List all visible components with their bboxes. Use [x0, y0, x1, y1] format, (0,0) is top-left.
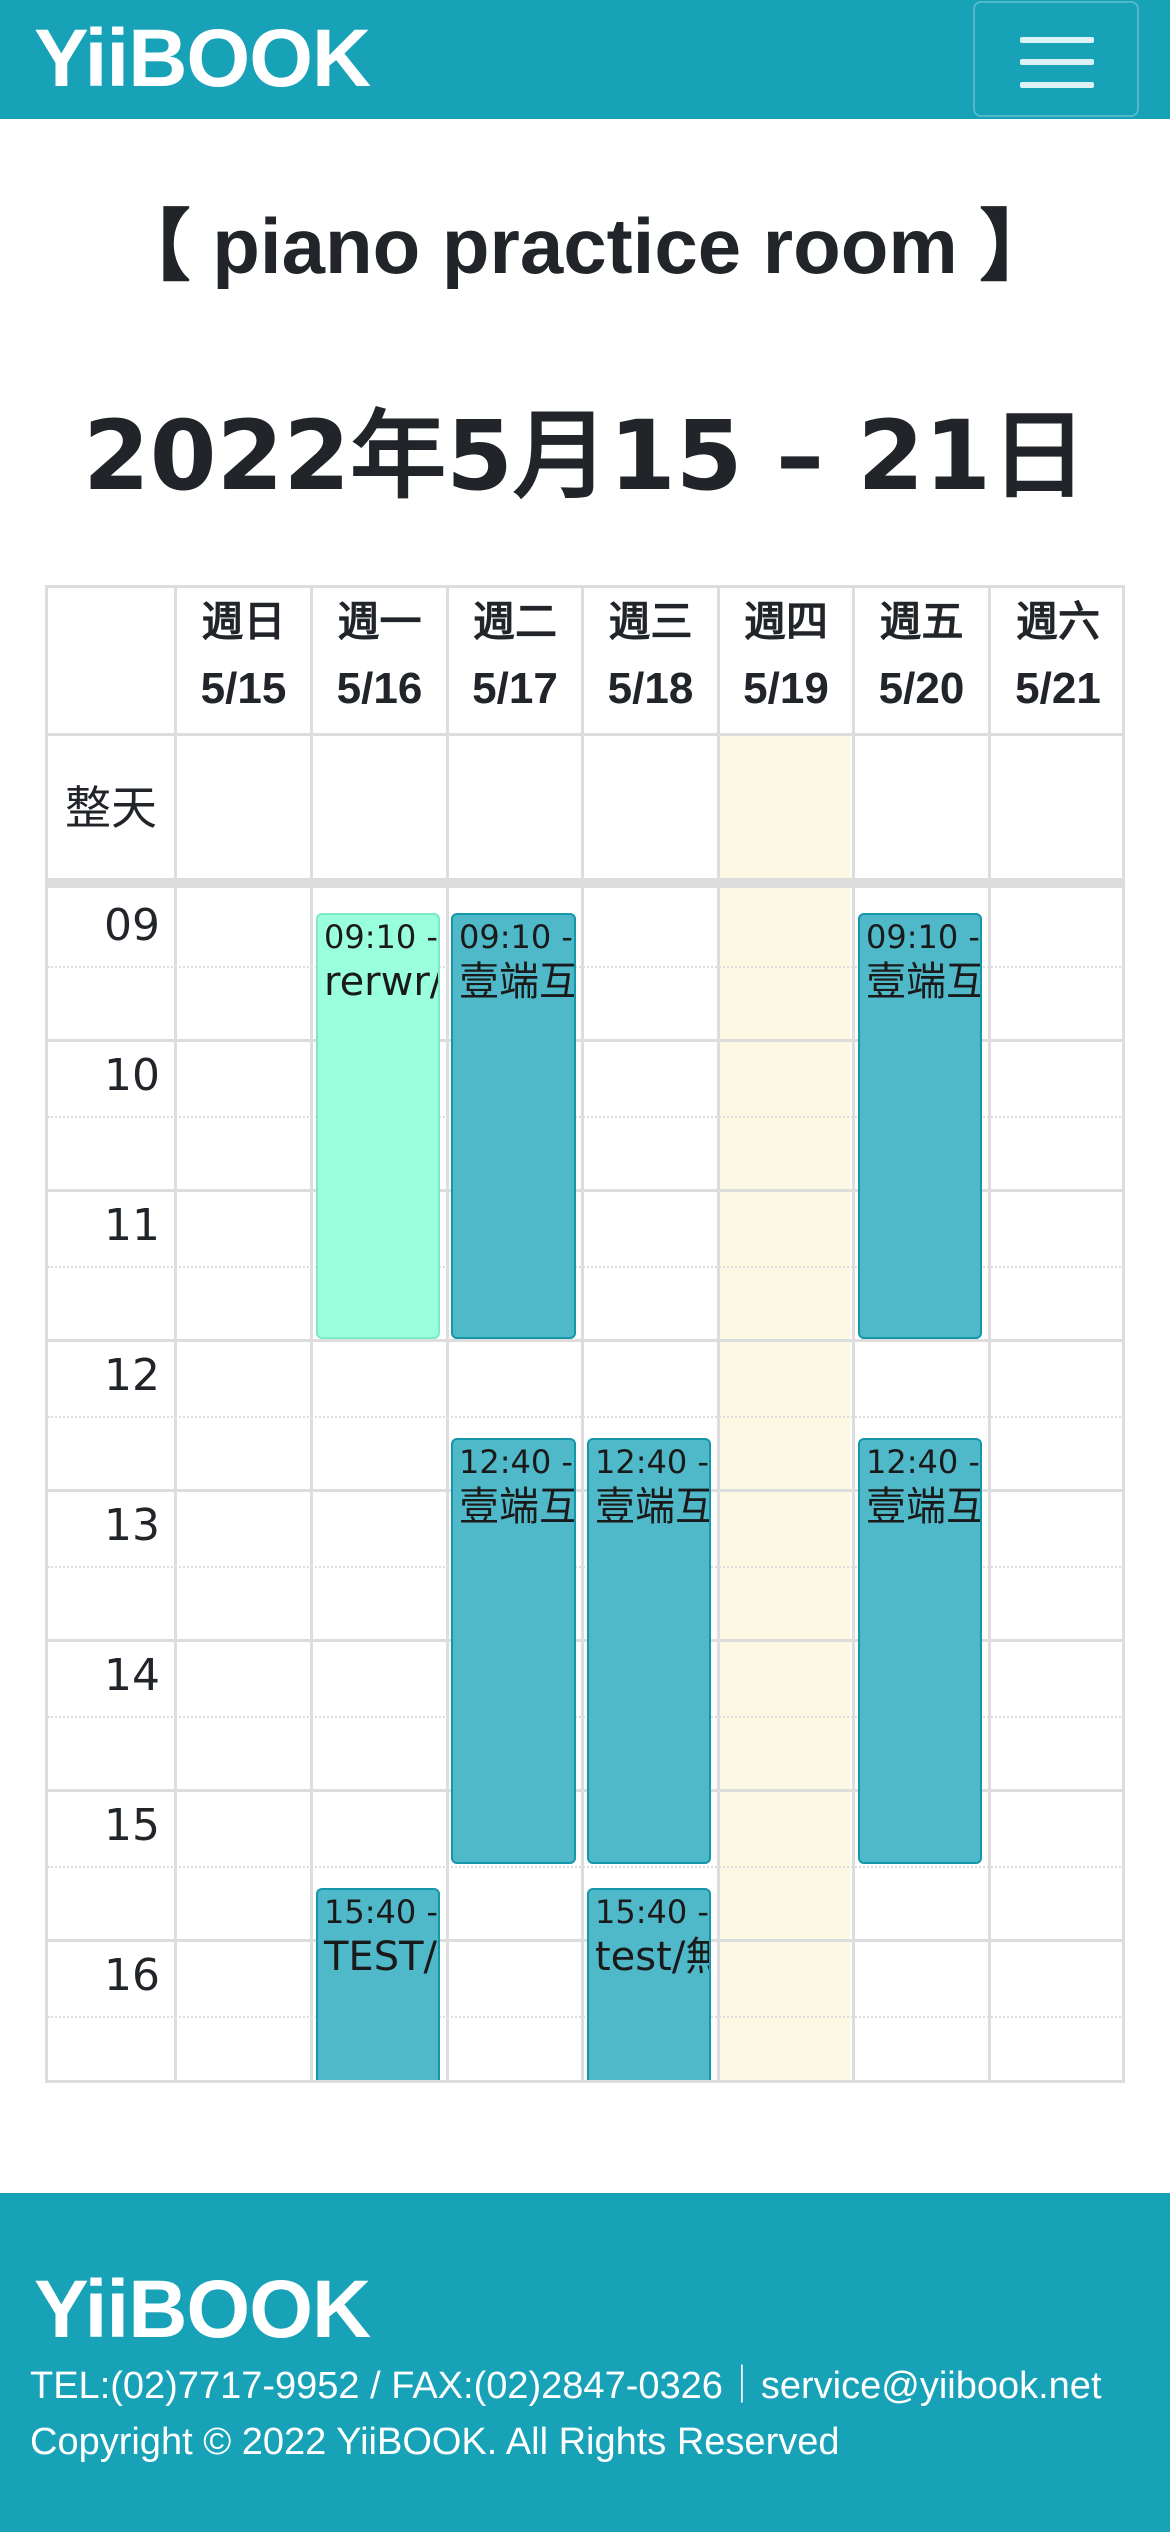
event-title: 壹端互	[866, 959, 982, 1005]
day-header-sat: 週六 5/21	[991, 588, 1122, 735]
calendar-event[interactable]: 12:40 - 壹端互	[858, 1438, 982, 1864]
day-header-tue: 週二 5/17	[449, 588, 581, 735]
event-title: 壹端互	[459, 959, 576, 1005]
day-date: 5/16	[336, 664, 423, 713]
event-time: 15:40 -	[324, 1893, 438, 1931]
event-title: 壹端互	[595, 1484, 711, 1530]
day-date: 5/20	[878, 664, 965, 713]
day-name: 週五	[879, 598, 964, 645]
grid-line	[48, 2016, 1122, 2018]
footer-copyright: Copyright © 2022 YiiBOOK. All Rights Res…	[30, 2421, 840, 2463]
grid-divider	[48, 878, 1122, 888]
day-header-fri: 週五 5/20	[855, 588, 988, 735]
grid-line	[48, 1866, 1122, 1868]
day-name: 週三	[608, 598, 693, 645]
hamburger-icon	[1020, 82, 1094, 88]
today-column-highlight	[720, 735, 850, 2080]
day-date: 5/15	[200, 664, 287, 713]
grid-line	[48, 1566, 1122, 1568]
day-name: 週六	[1015, 598, 1100, 645]
event-time: 12:40 -	[595, 1443, 709, 1481]
day-name: 週二	[472, 598, 557, 645]
grid-line	[48, 1266, 1122, 1268]
brand-logo[interactable]: YiiBOOK	[34, 13, 371, 104]
grid-line	[310, 588, 313, 2080]
hour-label: 09	[104, 900, 160, 951]
grid-line	[174, 588, 177, 2080]
day-header-sun: 週日 5/15	[177, 588, 310, 735]
hour-label: 15	[104, 1800, 160, 1851]
grid-line	[48, 966, 1122, 968]
grid-line	[48, 1339, 1122, 1342]
grid-line	[48, 1639, 1122, 1642]
grid-line	[446, 588, 449, 2080]
grid-line	[852, 588, 855, 2080]
week-calendar: 週日 5/15 週一 5/16 週二 5/17 週三 5/18 週四 5/19 …	[45, 585, 1125, 2083]
hour-label: 11	[104, 1200, 160, 1251]
calendar-event[interactable]: 12:40 - 壹端互	[587, 1438, 711, 1864]
day-date: 5/19	[743, 664, 829, 713]
event-title: 壹端互	[459, 1484, 576, 1530]
event-title: 壹端互	[866, 1484, 982, 1530]
event-time: 15:40 -	[595, 1893, 709, 1931]
grid-line	[48, 1189, 1122, 1192]
day-header-thu: 週四 5/19	[720, 588, 852, 735]
day-date: 5/17	[472, 664, 558, 713]
calendar-event[interactable]: 09:10 - rerwr/a	[316, 913, 440, 1339]
hamburger-icon	[1020, 59, 1094, 65]
day-header-mon: 週一 5/16	[313, 588, 446, 735]
calendar-event[interactable]: 09:10 - 壹端互	[858, 913, 982, 1339]
grid-line	[48, 1416, 1122, 1418]
grid-line	[48, 1489, 1122, 1492]
room-title: 【 piano practice room 】	[112, 202, 1058, 290]
event-time: 09:10 -	[459, 918, 573, 956]
grid-line	[48, 1039, 1122, 1042]
event-title: TEST/	[324, 1934, 438, 1980]
event-time: 12:40 -	[459, 1443, 573, 1481]
day-date: 5/18	[607, 664, 694, 713]
hour-label: 14	[104, 1650, 160, 1701]
day-header-wed: 週三 5/18	[584, 588, 717, 735]
grid-line	[48, 1716, 1122, 1718]
top-navbar: YiiBOOK	[0, 0, 1170, 119]
calendar-event[interactable]: 12:40 - 壹端互	[451, 1438, 576, 1864]
hour-label: 13	[104, 1500, 160, 1551]
grid-line	[581, 588, 584, 2080]
grid-line	[48, 1116, 1122, 1118]
hamburger-icon	[1020, 37, 1094, 43]
grid-line	[717, 588, 720, 2080]
calendar-event[interactable]: 15:40 - test/無	[587, 1888, 711, 2080]
event-title: rerwr/a	[324, 959, 438, 1005]
hour-label: 12	[104, 1350, 160, 1401]
day-name: 週四	[743, 598, 828, 645]
grid-line	[48, 733, 1122, 736]
day-name: 週日	[201, 598, 286, 645]
all-day-label: 整天	[65, 781, 157, 835]
calendar-event[interactable]: 15:40 - TEST/	[316, 1888, 440, 2080]
footer-brand-logo[interactable]: YiiBOOK	[34, 2264, 371, 2355]
day-date: 5/21	[1015, 664, 1101, 713]
calendar-event[interactable]: 09:10 - 壹端互	[451, 913, 576, 1339]
day-name: 週一	[337, 598, 422, 645]
event-time: 09:10 -	[866, 918, 980, 956]
hour-label: 10	[104, 1050, 160, 1101]
hour-label: 16	[104, 1950, 160, 2001]
event-time: 09:10 -	[324, 918, 438, 956]
footer-contact: TEL:(02)7717-9952 / FAX:(02)2847-0326｜se…	[30, 2365, 1102, 2407]
menu-toggle-button[interactable]	[973, 1, 1139, 117]
grid-line	[988, 588, 991, 2080]
event-time: 12:40 -	[866, 1443, 980, 1481]
event-title: test/無	[595, 1934, 709, 1980]
week-range-title: 2022年5月15 – 21日	[82, 400, 1087, 512]
grid-line	[48, 1939, 1122, 1942]
site-footer: YiiBOOK TEL:(02)7717-9952 / FAX:(02)2847…	[0, 2193, 1170, 2532]
grid-line	[48, 1789, 1122, 1792]
